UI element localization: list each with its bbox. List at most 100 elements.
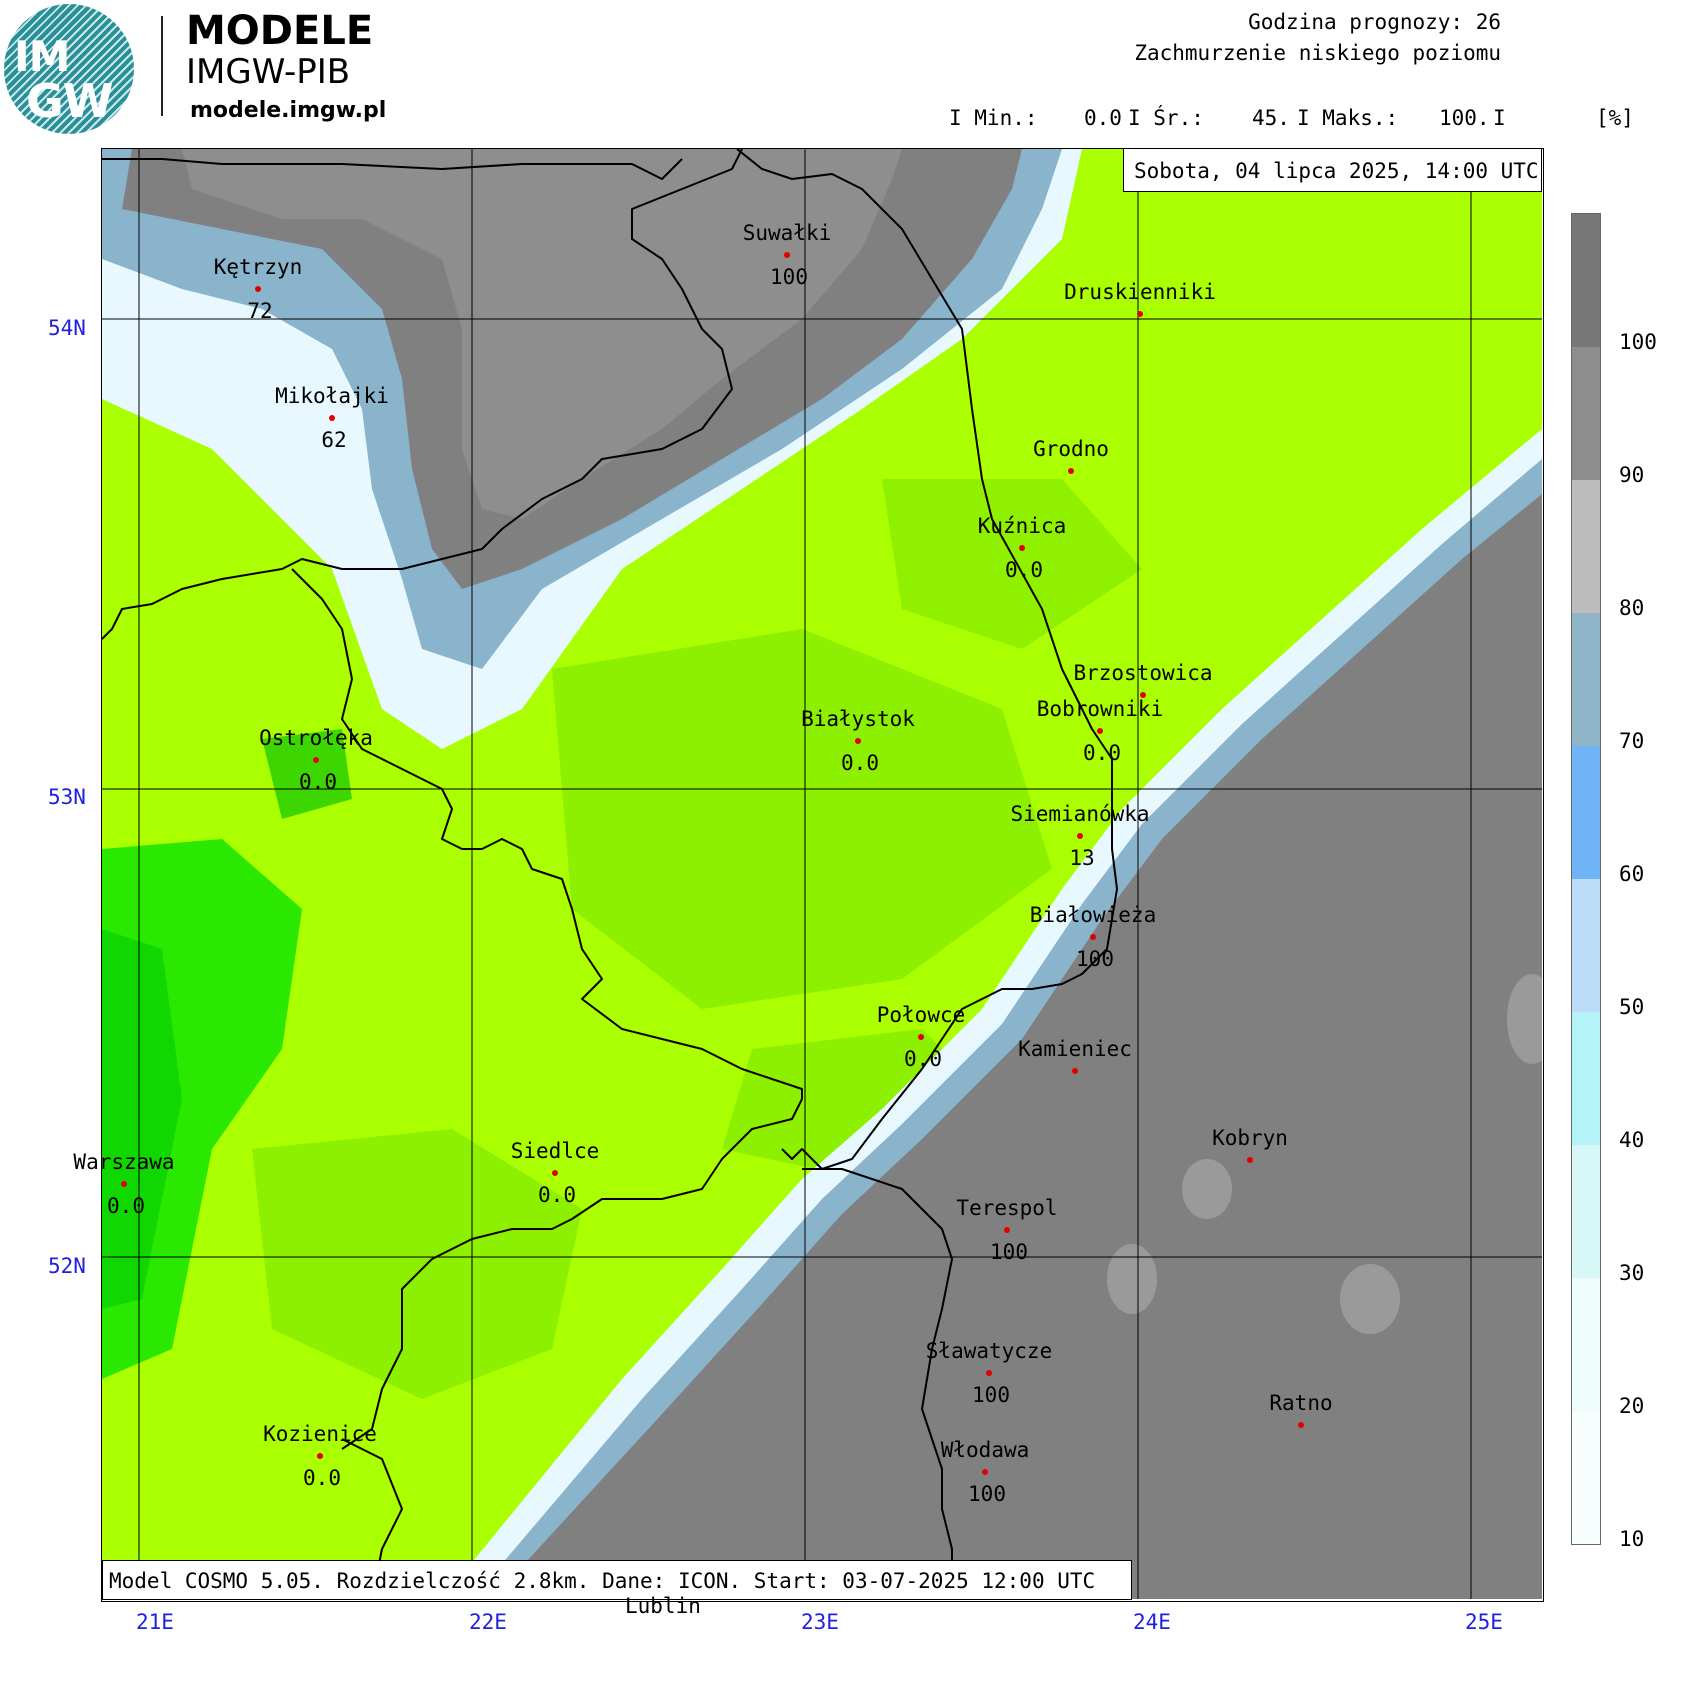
model-info: Model COSMO 5.05. Rozdzielczość 2.8km. D…: [102, 1560, 1132, 1600]
city-marker: [317, 1453, 323, 1459]
city-name: Siedlce: [510, 1139, 600, 1163]
lon-label: 23E: [801, 1610, 839, 1634]
lat-label: 52N: [48, 1254, 86, 1278]
cloud-thin-patch: [1507, 974, 1542, 1064]
colorbar-label: 60: [1619, 862, 1645, 886]
city-value: 13: [1069, 846, 1095, 870]
lat-label: 54N: [48, 316, 86, 340]
city-name: Kobryn: [1212, 1126, 1288, 1150]
clear-sky-patch: [552, 629, 1052, 1009]
city-name: Połowce: [876, 1003, 966, 1027]
city-name: Włodawa: [940, 1438, 1030, 1462]
city-marker: [121, 1181, 127, 1187]
stats-end-bar: I: [1493, 106, 1506, 130]
city-value: 100: [1076, 947, 1114, 971]
city-value: 0.0: [1005, 558, 1043, 582]
city-value: 0.0: [904, 1047, 942, 1071]
city-marker: [1097, 728, 1103, 734]
city-value: 0.0: [841, 751, 879, 775]
city-marker: [1068, 468, 1074, 474]
city-marker: [982, 1469, 988, 1475]
min-label: I Min.:: [949, 106, 1038, 130]
logo-emblem: [4, 4, 134, 134]
valid-date: Sobota, 04 lipca 2025, 14:00 UTC: [1123, 148, 1542, 192]
city-marker: [1137, 311, 1143, 317]
colorbar: [1571, 213, 1601, 1545]
cloud-thin-patch: [1107, 1244, 1157, 1314]
imgw-logo: IM GW MODELE IMGW-PIB modele.imgw.pl: [4, 4, 387, 134]
outside-city-label: Lublin: [625, 1594, 701, 1618]
city-name: Mikołajki: [275, 384, 389, 408]
map-frame: [101, 148, 1544, 1602]
logo-gw-text: GW: [26, 74, 113, 128]
forecast-hour: Godzina prognozy: 26: [1248, 10, 1501, 34]
city-name: Sławatycze: [925, 1339, 1053, 1363]
cloud-thin-patch: [1340, 1264, 1400, 1334]
lon-label: 25E: [1465, 1610, 1503, 1634]
graticule: [102, 149, 1542, 1599]
lon-label: 24E: [1133, 1610, 1171, 1634]
max-label: I Maks.:: [1297, 106, 1399, 130]
clear-sky-patch: [882, 479, 1142, 649]
city-value: 0.0: [299, 770, 337, 794]
colorbar-segment: [1572, 746, 1600, 879]
city-value: 72: [247, 299, 273, 323]
city-marker: [313, 757, 319, 763]
city-value: 0.0: [1083, 741, 1121, 765]
city-marker: [918, 1034, 924, 1040]
clear-sky-patch: [102, 929, 182, 1309]
city-marker: [1004, 1227, 1010, 1233]
city-value: 100: [972, 1383, 1010, 1407]
city-marker: [1019, 545, 1025, 551]
city-marker: [986, 1370, 992, 1376]
city-marker: [1090, 934, 1096, 940]
colorbar-segment: [1572, 1145, 1600, 1278]
colorbar-label: 40: [1619, 1128, 1645, 1152]
colorbar-label: 80: [1619, 596, 1645, 620]
logo-im-text: IM: [14, 32, 70, 81]
city-name: Brzostowica: [1073, 661, 1213, 685]
cloud-cover-map: [102, 149, 1542, 1599]
city-name: Kuźnica: [977, 514, 1067, 538]
min-value: 0.0: [1084, 106, 1122, 130]
city-name: Białystok: [801, 707, 915, 731]
city-name: Kozienice: [263, 1422, 377, 1446]
city-name: Terespol: [956, 1196, 1058, 1220]
city-name: Grodno: [1033, 437, 1109, 461]
city-marker: [1072, 1068, 1078, 1074]
colorbar-segment: [1572, 879, 1600, 1012]
logo-title: MODELE: [186, 8, 374, 54]
city-value: 100: [968, 1482, 1006, 1506]
max-value: 100.: [1439, 106, 1490, 130]
city-marker: [1140, 692, 1146, 698]
colorbar-segment: [1572, 347, 1600, 480]
city-name: Suwałki: [742, 221, 832, 245]
city-name: Siemianówka: [1010, 802, 1150, 826]
colorbar-segment: [1572, 1278, 1600, 1411]
city-name: Ostrołęka: [259, 726, 373, 750]
city-value: 100: [770, 265, 808, 289]
city-marker: [855, 738, 861, 744]
colorbar-segment: [1572, 214, 1600, 347]
city-name: Druskienniki: [1064, 280, 1216, 304]
clear-sky-patch: [262, 729, 352, 819]
country-borders: [102, 149, 1118, 1599]
logo-url[interactable]: modele.imgw.pl: [190, 98, 387, 123]
logo-divider: [161, 16, 163, 116]
colorbar-segment: [1572, 613, 1600, 746]
city-marker: [552, 1170, 558, 1176]
colorbar-label: 10: [1619, 1527, 1645, 1551]
colorbar-label: 100: [1619, 330, 1657, 354]
city-marker: [1077, 833, 1083, 839]
city-value: 0.0: [303, 1466, 341, 1490]
city-value: 0.0: [107, 1194, 145, 1218]
logo-subtitle: IMGW-PIB: [186, 52, 351, 92]
colorbar-segment: [1572, 480, 1600, 613]
colorbar-segment: [1572, 1411, 1600, 1544]
colorbar-label: 20: [1619, 1394, 1645, 1418]
city-marker: [255, 286, 261, 292]
mean-value: 45.: [1252, 106, 1290, 130]
city-marker: [784, 252, 790, 258]
city-name: Białowieża: [1029, 903, 1157, 927]
colorbar-label: 90: [1619, 463, 1645, 487]
